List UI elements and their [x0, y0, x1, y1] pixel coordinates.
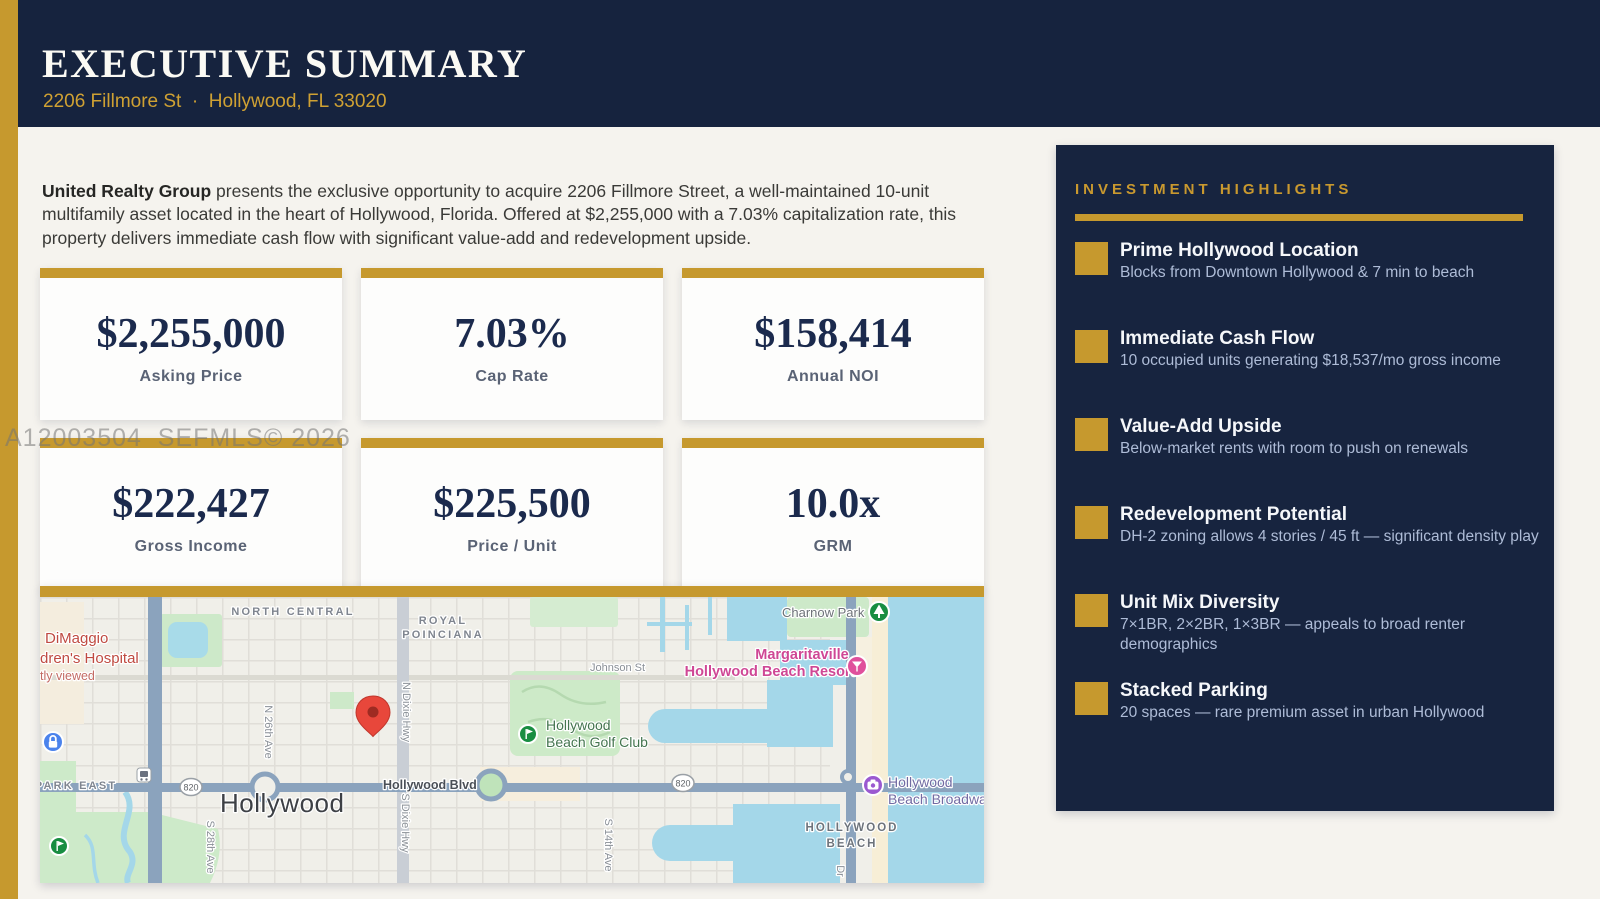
street-label-n-26th: N 26th Ave — [262, 705, 274, 759]
property-address: 2206 Fillmore St · Hollywood, FL 33020 — [43, 91, 387, 112]
poi-label-charnow-park: Charnow Park — [782, 605, 865, 620]
highlight-item-cash-flow: Immediate Cash Flow 10 occupied units ge… — [1075, 328, 1554, 416]
route-820-shield: 820 — [179, 777, 203, 797]
stat-value: $2,255,000 — [96, 311, 286, 357]
map-roads — [40, 597, 984, 883]
district-label-north-central: NORTH CENTRAL — [231, 606, 354, 618]
city-label-hollywood: Hollywood — [220, 788, 344, 818]
golf-park-icon[interactable] — [49, 836, 69, 856]
road-label-johnson-st: Johnson St — [590, 662, 645, 674]
stat-value: $222,427 — [112, 481, 270, 527]
road-label-hollywood-blvd: Hollywood Blvd — [383, 778, 477, 792]
gold-bullet-square — [1075, 242, 1108, 275]
stat-label: Asking Price — [139, 368, 243, 385]
district-label-royal: ROYAL — [419, 615, 468, 627]
location-map-block: 820 820 NORTH CENTRAL ROYAL POINCIANA Di… — [40, 586, 984, 883]
district-label-poinciana: POINCIANA — [402, 629, 484, 641]
stat-label: Price / Unit — [467, 538, 557, 555]
hospital-label: dren's Hospital — [40, 650, 139, 667]
map-canvas[interactable]: 820 820 NORTH CENTRAL ROYAL POINCIANA Di… — [40, 597, 984, 883]
stat-card-gross-income: $222,427 Gross Income — [40, 438, 342, 590]
map-gold-bar — [40, 586, 984, 597]
highlight-desc: DH-2 zoning allows 4 stories / 45 ft — s… — [1120, 528, 1539, 545]
investment-highlights-panel: INVESTMENT HIGHLIGHTS Prime Hollywood Lo… — [1056, 145, 1554, 811]
highlight-desc: 10 occupied units generating $18,537/mo … — [1120, 352, 1501, 369]
poi-label-margaritaville: Margaritaville — [755, 647, 849, 663]
gold-bullet-square — [1075, 330, 1108, 363]
highlight-title: Redevelopment Potential — [1120, 504, 1347, 525]
svg-text:820: 820 — [183, 783, 198, 793]
gold-divider — [1075, 214, 1523, 221]
page-header: EXECUTIVE SUMMARY 2206 Fillmore St · Hol… — [18, 0, 1600, 127]
recently-viewed-label: tly viewed — [40, 669, 95, 683]
park-tree-icon[interactable] — [868, 601, 890, 623]
poi-label-broadwalk: Beach Broadwalk — [888, 791, 984, 807]
street-label-s-dixie: S Dixie Hwy — [399, 793, 411, 853]
resort-icon[interactable] — [846, 655, 868, 677]
stat-value: $225,500 — [433, 481, 591, 527]
stat-card-price-per-unit: $225,500 Price / Unit — [361, 438, 663, 590]
district-label-hollywood-beach: HOLLYWOOD — [806, 822, 899, 834]
route-820-shield: 820 — [671, 773, 695, 793]
golf-club-icon[interactable] — [518, 724, 538, 744]
poi-label-beach-resort: Hollywood Beach Resort — [685, 664, 856, 680]
poi-label-golf-club: Hollywood — [546, 717, 611, 733]
highlight-title: Unit Mix Diversity — [1120, 592, 1280, 613]
gold-bullet-square — [1075, 418, 1108, 451]
street-label-n-dixie: N Dixie Hwy — [400, 682, 412, 742]
gold-bullet-square — [1075, 506, 1108, 539]
highlight-item-redevelopment: Redevelopment Potential DH-2 zoning allo… — [1075, 504, 1554, 592]
map-parks — [40, 597, 869, 883]
highlight-desc: Blocks from Downtown Hollywood & 7 min t… — [1120, 264, 1475, 281]
stat-label: GRM — [813, 538, 853, 555]
highlight-desc: 7×1BR, 2×2BR, 1×3BR — appeals to broad r… — [1120, 616, 1466, 653]
intro-text: presents the exclusive opportunity to ac… — [42, 180, 957, 248]
highlight-item-unit-mix: Unit Mix Diversity 7×1BR, 2×2BR, 1×3BR —… — [1075, 592, 1554, 680]
stats-grid: $2,255,000 Asking Price 7.03% Cap Rate $… — [40, 268, 984, 590]
highlight-desc: Below-market rents with room to push on … — [1120, 440, 1469, 457]
highlight-title: Stacked Parking — [1120, 680, 1268, 701]
hospital-label: DiMaggio — [45, 630, 108, 647]
lock-location-icon[interactable] — [42, 731, 64, 753]
gold-bullet-square — [1075, 682, 1108, 715]
map-water — [647, 597, 984, 883]
stat-value: 10.0x — [785, 481, 881, 527]
highlight-desc: 20 spaces — rare premium asset in urban … — [1120, 704, 1485, 721]
stat-card-asking-price: $2,255,000 Asking Price — [40, 268, 342, 420]
stat-card-grm: 10.0x GRM — [682, 438, 984, 590]
highlight-title: Value-Add Upside — [1120, 416, 1282, 437]
stat-label: Gross Income — [134, 538, 248, 555]
district-label-park-east: PARK EAST — [40, 780, 117, 792]
stat-card-annual-noi: $158,414 Annual NOI — [682, 268, 984, 420]
intro-paragraph: United Realty Group presents the exclusi… — [42, 180, 972, 251]
train-station-icon[interactable] — [136, 767, 152, 783]
stat-card-cap-rate: 7.03% Cap Rate — [361, 268, 663, 420]
highlight-title: Prime Hollywood Location — [1120, 240, 1359, 261]
mls-watermark: A12003504 SEFMLS© 2026 — [5, 424, 351, 452]
poi-label-broadwalk: Hollywood — [888, 774, 953, 790]
broadwalk-camera-icon[interactable] — [862, 774, 884, 796]
stat-value: $158,414 — [754, 311, 912, 357]
highlights-heading: INVESTMENT HIGHLIGHTS — [1075, 181, 1353, 198]
highlight-item-parking: Stacked Parking 20 spaces — rare premium… — [1075, 680, 1554, 768]
highlight-item-location: Prime Hollywood Location Blocks from Dow… — [1075, 240, 1554, 328]
street-label-s-28th: S 28th Ave — [204, 820, 216, 873]
district-label-hollywood-beach: BEACH — [827, 838, 878, 850]
stat-label: Cap Rate — [475, 368, 549, 385]
highlights-list: Prime Hollywood Location Blocks from Dow… — [1075, 240, 1554, 768]
stat-value: 7.03% — [454, 311, 570, 357]
highlight-item-value-add: Value-Add Upside Below-market rents with… — [1075, 416, 1554, 504]
street-label-s-14th: S 14th Ave — [602, 818, 614, 871]
highlight-title: Immediate Cash Flow — [1120, 328, 1315, 349]
broker-name: United Realty Group — [42, 180, 212, 201]
page-title: EXECUTIVE SUMMARY — [42, 41, 528, 86]
stat-label: Annual NOI — [786, 368, 880, 385]
street-label-ocean-dr: Dr — [834, 865, 846, 877]
gold-bullet-square — [1075, 594, 1108, 627]
map-pin-icon[interactable] — [355, 695, 391, 738]
svg-text:820: 820 — [675, 779, 690, 789]
gold-accent-spine — [0, 0, 18, 899]
poi-label-golf-club: Beach Golf Club — [546, 734, 648, 750]
